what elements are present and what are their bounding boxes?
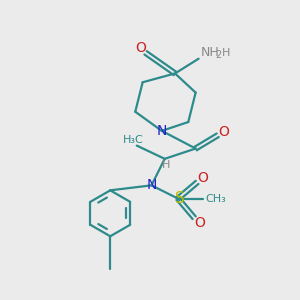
Text: S: S (175, 191, 184, 206)
Text: O: O (194, 216, 205, 230)
Text: H: H (162, 160, 170, 170)
Text: O: O (197, 171, 208, 185)
Text: H₃C: H₃C (123, 135, 144, 145)
Text: O: O (218, 125, 229, 139)
Text: N: N (146, 178, 157, 192)
Text: NH: NH (201, 46, 220, 59)
Text: H: H (222, 48, 230, 59)
Text: N: N (157, 124, 167, 138)
Text: 2: 2 (215, 50, 221, 60)
Text: CH₃: CH₃ (206, 194, 226, 204)
Text: O: O (135, 40, 146, 55)
